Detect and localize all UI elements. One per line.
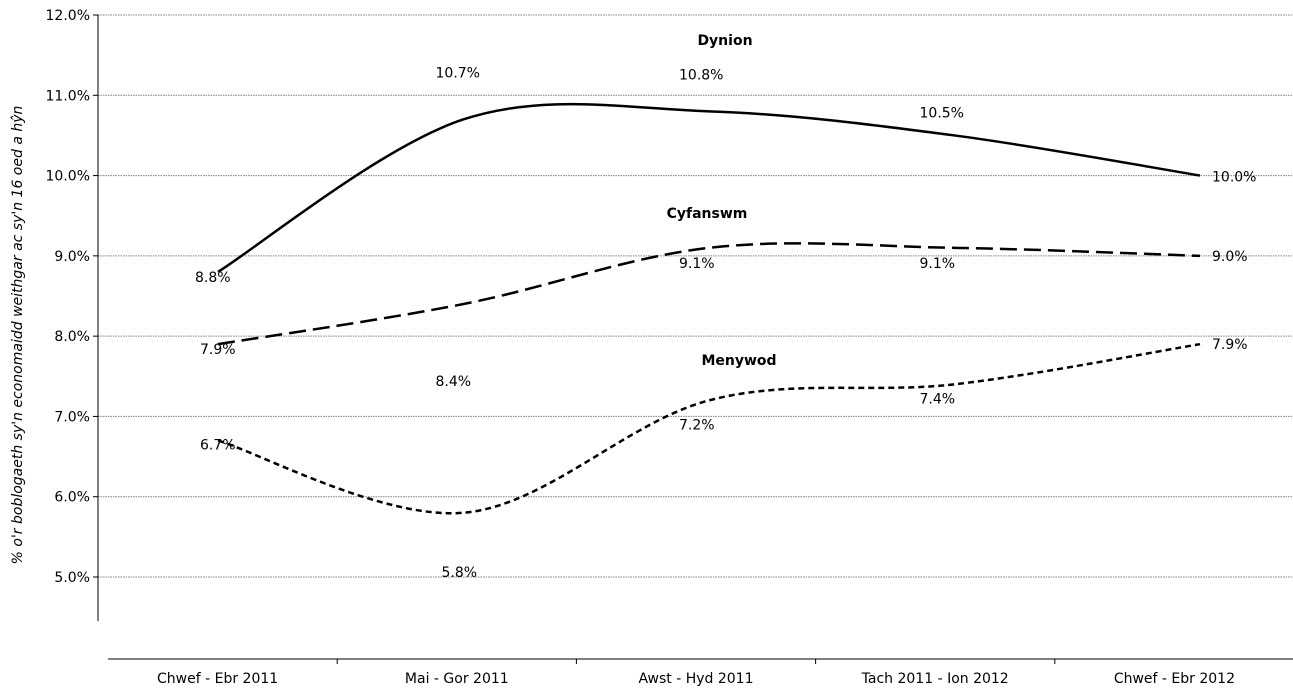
data-label-dynion: 10.0%: [1212, 170, 1256, 186]
y-tick-label: 8.0%: [54, 329, 90, 345]
data-label-cyfanswm: 7.9%: [200, 342, 236, 358]
x-tick-label: Chwef - Ebr 2012: [1114, 671, 1235, 687]
y-tick-label: 11.0%: [46, 88, 90, 104]
data-label-dynion: 10.7%: [436, 65, 480, 81]
data-label-dynion: 10.8%: [679, 67, 723, 83]
axes: 5.0% 6.0% 7.0% 8.0% 9.0% 10.0% 11.0% 12.0% Chwef…: [46, 8, 1293, 687]
y-tick-label: 9.0%: [54, 249, 90, 265]
data-label-dynion: 8.8%: [195, 270, 231, 286]
y-tick-label: 6.0%: [54, 490, 90, 506]
data-label-menywod: 7.2%: [679, 417, 715, 433]
series-name-menywod: Menywod: [701, 353, 776, 369]
data-labels: 8.8% 10.7% 10.8% 10.5% 10.0% Dynion 7.9% 8.4% 9.…: [195, 33, 1256, 581]
x-tick-label: Tach 2011 - Ion 2012: [861, 671, 1009, 687]
series-line-menywod: [217, 342, 1201, 515]
y-tick-label: 12.0%: [46, 8, 90, 24]
data-label-dynion: 10.5%: [920, 105, 964, 121]
y-tick-label: 5.0%: [54, 570, 90, 586]
x-tick-label: Mai - Gor 2011: [405, 671, 509, 687]
data-label-cyfanswm: 9.1%: [679, 256, 715, 272]
data-label-cyfanswm: 8.4%: [436, 374, 472, 390]
series-name-cyfanswm: Cyfanswm: [667, 206, 748, 222]
y-axis-label: % o'r boblogaeth sy'n economaidd weithga…: [10, 106, 26, 565]
data-label-cyfanswm: 9.0%: [1212, 249, 1248, 265]
x-tick-label: Awst - Hyd 2011: [639, 671, 754, 687]
x-tick-label: Chwef - Ebr 2011: [157, 671, 278, 687]
gridlines: [98, 14, 1293, 578]
data-label-cyfanswm: 9.1%: [920, 256, 956, 272]
series-line-cyfanswm: [217, 242, 1201, 346]
y-tick-label: 7.0%: [54, 409, 90, 425]
data-label-menywod: 5.8%: [442, 565, 478, 581]
series-lines: [217, 102, 1201, 515]
data-label-menywod: 6.7%: [200, 438, 236, 454]
data-label-menywod: 7.9%: [1212, 337, 1248, 353]
data-label-menywod: 7.4%: [920, 391, 956, 407]
y-tick-label: 10.0%: [46, 169, 90, 185]
series-line-dynion: [217, 102, 1201, 273]
series-name-dynion: Dynion: [697, 33, 752, 49]
